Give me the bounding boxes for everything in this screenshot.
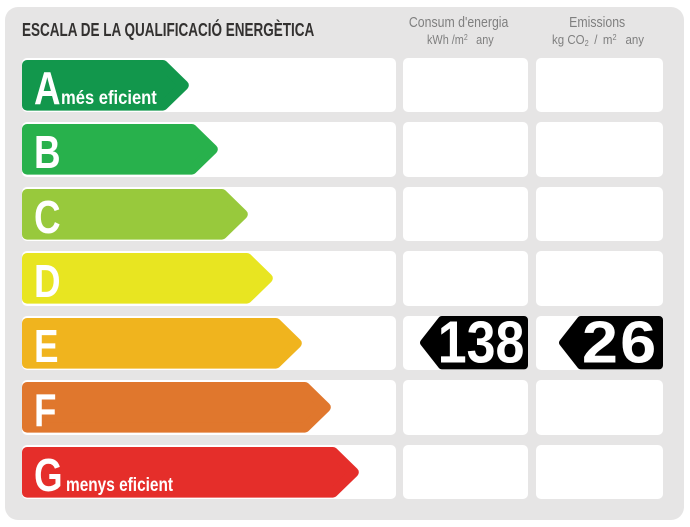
emissions-value-marker: 26 [558,309,663,376]
rating-arrow-text: C [33,190,61,243]
rating-arrow: F [22,382,333,436]
rating-letter: D [33,255,61,308]
emissions-cell [535,57,663,113]
page-title: ESCALA DE LA QUALIFICACIÓ ENERGÈTICA [22,20,315,41]
rating-arrow-shape [22,446,360,498]
consumption-cell [403,186,528,242]
consumption-header-unit: kWh /m2 any [426,33,494,47]
rating-arrow-polygon-D [22,253,274,304]
rating-arrow-text: B [33,126,61,179]
rating-letter: E [33,319,59,372]
rating-qualifier-label: menys eficient [66,473,174,496]
consumption-value: 138 [437,309,525,376]
consumption-cell [403,251,528,306]
rating-arrow-text: A més eficient [33,61,174,114]
emissions-header-unit: kg CO2 / m2 any [551,33,644,48]
rating-arrow-polygon-A [22,59,190,111]
rating-arrow-text: F [34,385,58,436]
emissions-marker-shape [559,316,663,370]
emissions-header-label: Emissions [568,13,625,31]
rating-letter: C [33,190,61,243]
rating-arrow-polygon-G [22,446,360,498]
consumption-marker-polygon [420,316,528,370]
emissions-cell [535,186,663,242]
rating-arrow-shape [22,317,303,369]
consumption-cell [403,380,528,435]
emissions-cell [535,251,663,306]
consumption-cell [403,444,528,500]
consumption-cell [403,57,528,113]
rating-arrow-shape [22,59,190,111]
consumption-value-marker: 138 [419,309,528,376]
rating-arrow-polygon-F [22,382,332,433]
rating-arrow-shape [22,124,219,175]
emissions-marker-polygon [559,316,663,370]
emissions-value: 26 [581,309,659,376]
column-header-emissions: Emissions kg CO2 / m2 any [533,13,660,48]
rating-arrow-text: G menys eficient [33,448,202,501]
rating-letter: F [33,384,57,437]
rating-arrow-shape [22,188,249,240]
rating-letter: G [33,448,63,501]
emissions-cell [535,122,663,177]
emissions-cell [535,380,663,435]
rating-arrow: D [22,253,275,308]
rating-letter: A [33,61,61,114]
rating-arrow-shape [22,382,332,433]
column-header-consumption: Consum d'energia kWh /m2 any [397,14,522,47]
rating-arrow-polygon-B [22,124,219,175]
rating-arrow: E [22,317,304,372]
consumption-marker-shape [420,316,528,370]
emissions-cell [535,444,663,500]
rating-arrow: C [22,188,250,243]
rating-arrow-text: E [33,319,59,372]
rating-arrow: G menys eficient [22,446,361,501]
rating-arrow-text: D [33,255,61,308]
rating-arrow: A més eficient [22,59,191,114]
rating-arrow: B [22,124,220,179]
rating-arrow-polygon-E [22,317,303,369]
rating-letter: B [33,126,61,179]
rating-arrow-shape [22,253,274,304]
rating-arrow-polygon-C [22,188,249,240]
rating-qualifier-label: més eficient [60,86,157,109]
consumption-header-label: Consum d'energia [409,13,509,31]
consumption-cell [403,122,528,177]
